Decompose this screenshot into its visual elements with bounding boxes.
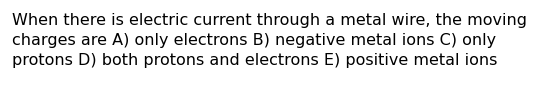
Text: When there is electric current through a metal wire, the moving
charges are A) o: When there is electric current through a… xyxy=(12,13,527,68)
